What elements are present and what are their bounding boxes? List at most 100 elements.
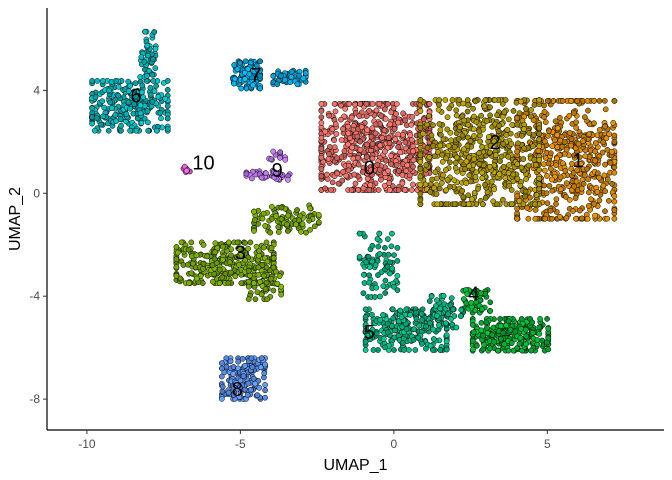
cell-point [345,123,351,130]
cell-point [487,345,493,352]
cell-point [611,215,618,222]
cell-point [446,105,453,112]
y-tick-label: -4 [29,289,40,303]
cell-point [268,203,275,210]
cell-point [362,338,369,345]
cell-point [544,173,550,179]
cell-point [514,175,521,182]
cell-point [338,116,344,123]
cell-point [244,392,251,398]
cell-point [455,136,462,142]
cell-point [497,316,503,322]
cell-point [315,212,322,218]
cell-point [307,226,313,233]
cell-point [453,324,460,331]
cell-point [212,249,218,256]
cell-point [395,187,402,193]
cell-point [437,142,444,149]
cell-point [152,46,159,52]
cell-point [571,183,578,190]
y-tick-label: -8 [29,392,40,406]
cell-point [527,113,534,120]
cell-point [398,314,405,321]
cell-point [382,344,388,351]
cell-point [517,334,524,341]
cell-point [566,112,573,119]
cell-point [518,164,525,171]
cell-point [479,201,486,208]
cell-point [500,164,507,170]
cell-point [523,333,530,340]
cell-point [284,221,290,228]
cell-point [394,287,401,293]
cell-point [251,228,257,234]
cell-point [448,295,455,301]
cell-point [249,175,255,182]
cell-point [348,114,355,121]
cell-point [607,160,614,166]
cell-point [452,159,459,166]
cluster-5-points [356,230,465,353]
cell-point [395,144,401,150]
cell-point [268,156,275,162]
cell-point [415,334,422,341]
cell-point [440,136,447,143]
cell-point [429,176,435,183]
cell-point [417,125,424,131]
cell-point [537,316,543,322]
cluster-label-10: 10 [192,152,214,174]
cell-point [554,144,561,150]
cell-point [542,138,548,145]
cell-point [611,207,618,213]
cell-point [145,127,152,134]
cell-point [389,265,396,272]
cell-point [456,97,463,103]
cell-point [508,340,515,346]
cell-point [585,176,591,183]
cell-point [383,157,389,164]
cell-point [576,207,583,214]
cell-point [228,252,234,259]
cell-point [376,251,383,257]
cell-point [413,315,420,322]
cell-point [375,187,382,193]
cell-point [250,275,257,282]
cell-point [486,149,493,156]
cell-point [394,272,401,279]
cell-point [362,321,369,328]
cell-point [220,243,226,250]
cell-point [234,239,241,246]
cell-point [226,259,233,266]
cell-point [483,325,490,331]
cell-point [381,127,388,134]
cell-point [245,380,252,387]
cell-point [186,280,192,286]
cell-point [604,176,611,183]
cell-point [404,162,411,169]
cell-point [118,127,124,134]
cell-point [329,126,336,133]
cluster-label-2: 2 [490,132,501,154]
cell-point [107,99,114,106]
cell-point [318,166,325,172]
cell-point [505,347,512,354]
cell-point [494,112,500,118]
cell-point [125,88,132,94]
points-layer [89,28,618,402]
cell-point [426,298,433,304]
cell-point [469,338,476,344]
cell-point [573,178,580,185]
cell-point [557,114,563,121]
cell-point [324,171,330,178]
cell-point [482,97,489,103]
cell-point [147,84,154,91]
cell-point [420,130,426,137]
cell-point [523,341,529,347]
cell-point [491,338,497,345]
cell-point [596,127,603,133]
cell-point [427,342,434,349]
cell-point [346,101,353,107]
cell-point [262,387,268,394]
cell-point [225,389,232,396]
cell-point [158,115,164,122]
